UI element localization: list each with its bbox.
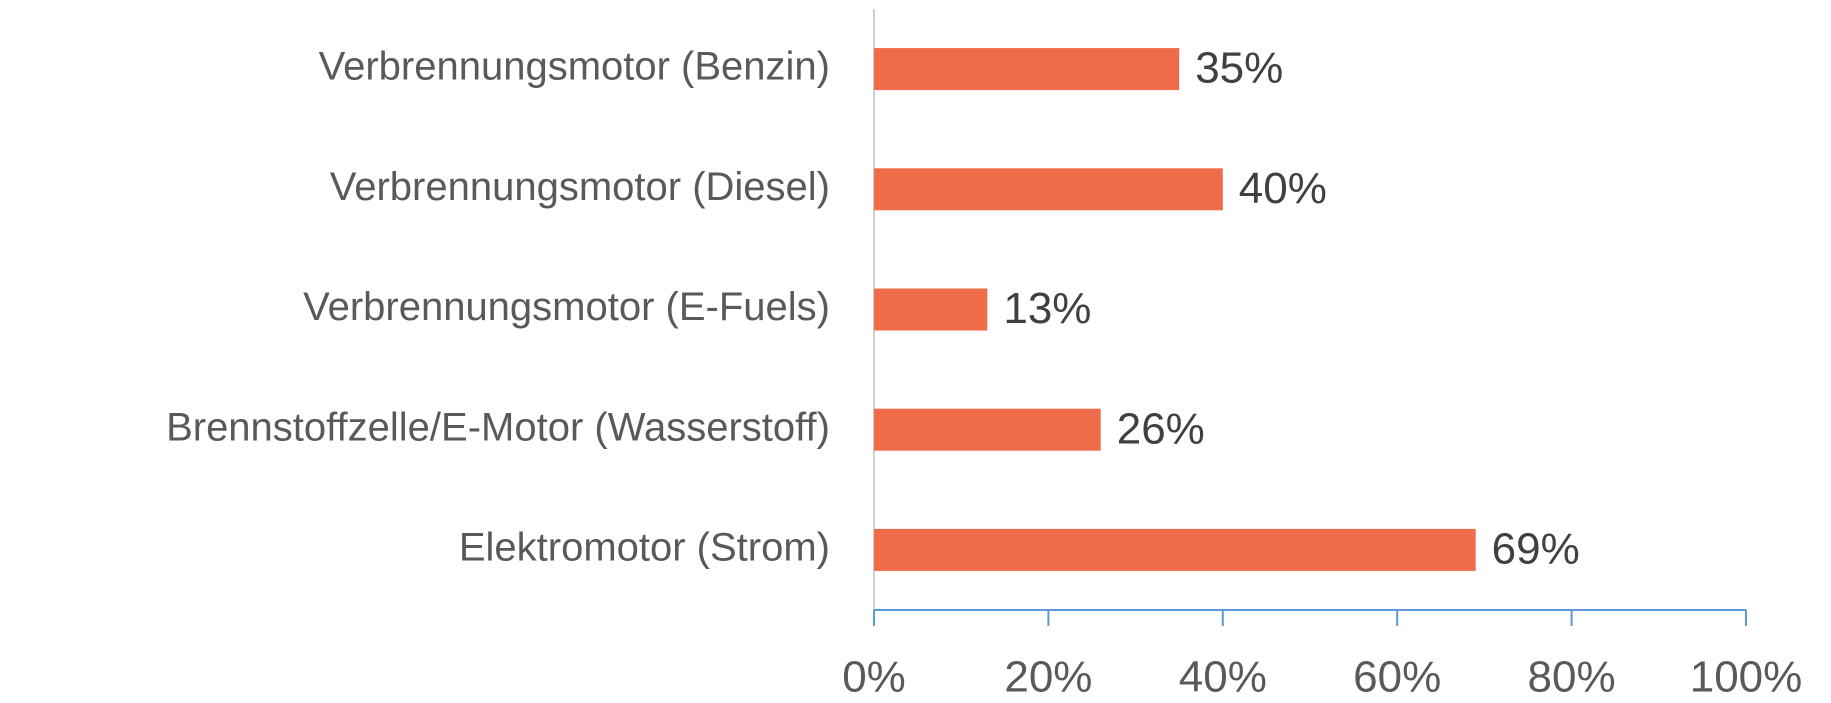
bar [874,408,1101,451]
x-tick-label: 20% [1004,653,1092,702]
data-label: 13% [1003,284,1091,333]
data-label: 26% [1117,404,1205,453]
bar [874,528,1476,571]
bar [874,288,988,331]
bar [874,168,1223,211]
x-tick-label: 40% [1179,653,1267,702]
y-tick-label: Verbrennungsmotor (Benzin) [319,45,830,89]
y-tick-label: Brennstoffzelle/E-Motor (Wasserstoff) [166,405,830,449]
y-tick-label: Verbrennungsmotor (E-Fuels) [303,285,830,329]
y-tick-label: Elektromotor (Strom) [459,525,830,569]
y-tick-label: Verbrennungsmotor (Diesel) [330,165,830,209]
bar [874,48,1180,91]
x-tick-label: 0% [842,653,906,702]
x-tick-label: 100% [1690,653,1803,702]
data-label: 40% [1239,164,1327,213]
x-tick-label: 80% [1528,653,1616,702]
data-label: 35% [1195,44,1283,93]
x-tick-label: 60% [1353,653,1441,702]
data-label: 69% [1492,525,1580,574]
